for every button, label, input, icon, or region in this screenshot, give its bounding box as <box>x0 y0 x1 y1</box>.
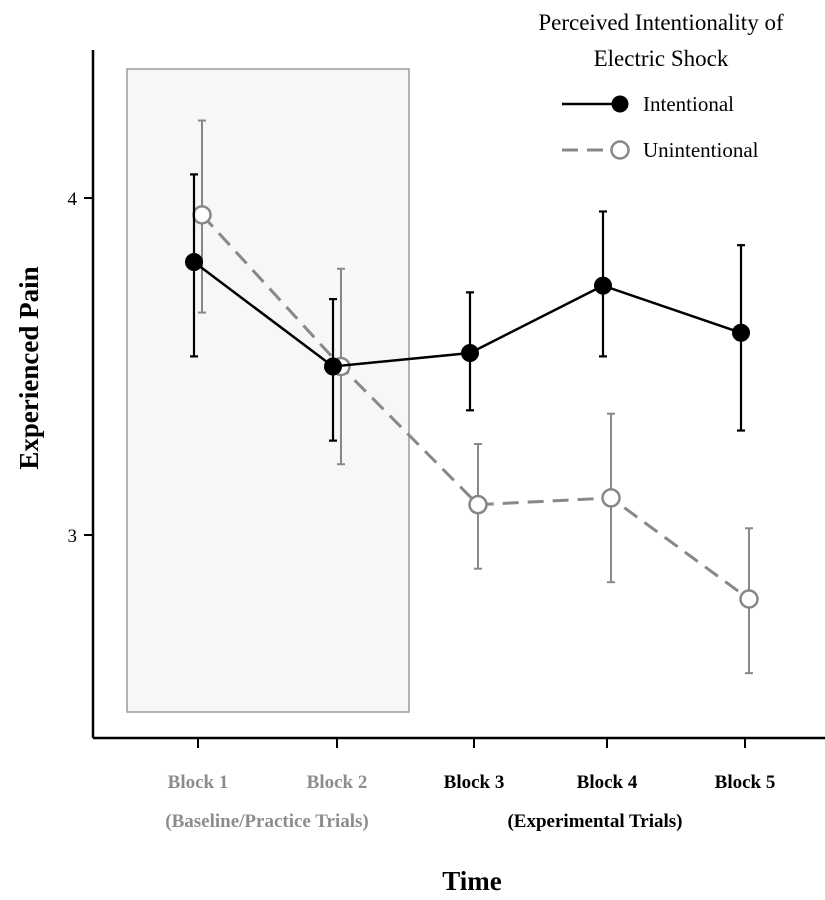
y-axis-title: Experienced Pain <box>14 266 44 469</box>
series-unintentional <box>192 119 759 675</box>
series-intentional <box>185 173 750 442</box>
legend: Perceived Intentionality of Electric Sho… <box>538 10 784 162</box>
category-label: Block 1 <box>168 772 229 793</box>
legend-title-line-2: Electric Shock <box>594 46 729 71</box>
legend-item-unintentional: Unintentional <box>562 138 759 162</box>
data-point <box>732 323 750 342</box>
category-label: Block 5 <box>715 772 776 793</box>
baseline-group-label: (Baseline/Practice Trials) <box>165 811 369 832</box>
data-point <box>324 357 342 376</box>
x-axis-ticks <box>197 738 746 748</box>
axes <box>91 50 825 740</box>
legend-items: Intentional Unintentional <box>562 92 759 162</box>
data-point <box>594 276 612 295</box>
data-point <box>192 205 212 225</box>
data-point <box>468 494 488 515</box>
category-label: Block 2 <box>307 772 368 793</box>
category-label: Block 4 <box>577 772 638 793</box>
data-point <box>461 344 479 363</box>
experimental-group-label: (Experimental Trials) <box>507 811 682 832</box>
y-axis-ticks: 34 <box>68 189 93 547</box>
legend-swatch-marker <box>610 140 630 160</box>
series-layer <box>185 119 759 675</box>
x-axis-title: Time <box>442 866 502 896</box>
legend-swatch-marker <box>611 95 629 113</box>
legend-title-line-1: Perceived Intentionality of <box>538 10 784 35</box>
baseline-shaded-region <box>126 68 410 713</box>
category-labels: Block 1 Block 2 Block 3 Block 4 Block 5 <box>168 772 776 793</box>
data-point <box>185 253 203 272</box>
group-labels: (Baseline/Practice Trials) (Experimental… <box>165 811 682 832</box>
data-point <box>739 589 759 609</box>
legend-item-intentional: Intentional <box>562 92 734 116</box>
data-point <box>601 488 621 508</box>
legend-label: Unintentional <box>643 138 759 162</box>
category-label: Block 3 <box>444 772 505 793</box>
y-tick-label: 3 <box>68 526 78 547</box>
y-tick-label: 4 <box>68 189 78 210</box>
legend-label: Intentional <box>643 92 734 116</box>
